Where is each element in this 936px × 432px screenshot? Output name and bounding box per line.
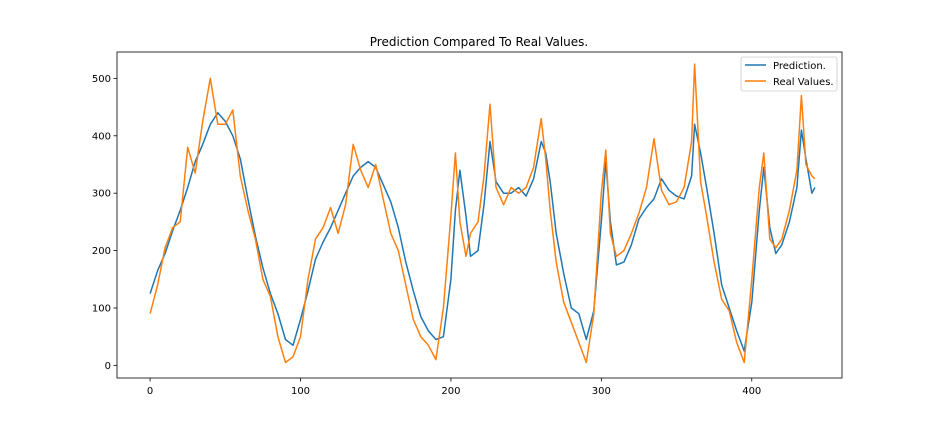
y-tick-label: 300 bbox=[92, 189, 111, 200]
x-axis: 0 100 200 300 400 bbox=[147, 378, 761, 397]
series-line-real-values bbox=[149, 63, 816, 364]
x-tick-label: 0 bbox=[147, 386, 153, 397]
y-tick-label: 0 bbox=[105, 361, 111, 372]
plot-lines bbox=[149, 63, 816, 364]
y-tick-label: 400 bbox=[92, 131, 111, 142]
y-axis: 0 100 200 300 400 500 bbox=[92, 74, 117, 372]
x-tick-label: 200 bbox=[441, 386, 460, 397]
y-tick-label: 200 bbox=[92, 246, 111, 257]
legend-label-prediction: Prediction. bbox=[773, 61, 826, 72]
x-tick-label: 100 bbox=[291, 386, 310, 397]
plot-frame bbox=[116, 51, 843, 379]
x-tick-label: 300 bbox=[592, 386, 611, 397]
y-tick-label: 500 bbox=[92, 74, 111, 85]
chart-title: Prediction Compared To Real Values. bbox=[370, 35, 588, 49]
legend-label-real-values: Real Values. bbox=[773, 77, 834, 88]
x-tick-label: 400 bbox=[742, 386, 761, 397]
y-tick-label: 100 bbox=[92, 303, 111, 314]
legend: Prediction. Real Values. bbox=[740, 56, 838, 92]
